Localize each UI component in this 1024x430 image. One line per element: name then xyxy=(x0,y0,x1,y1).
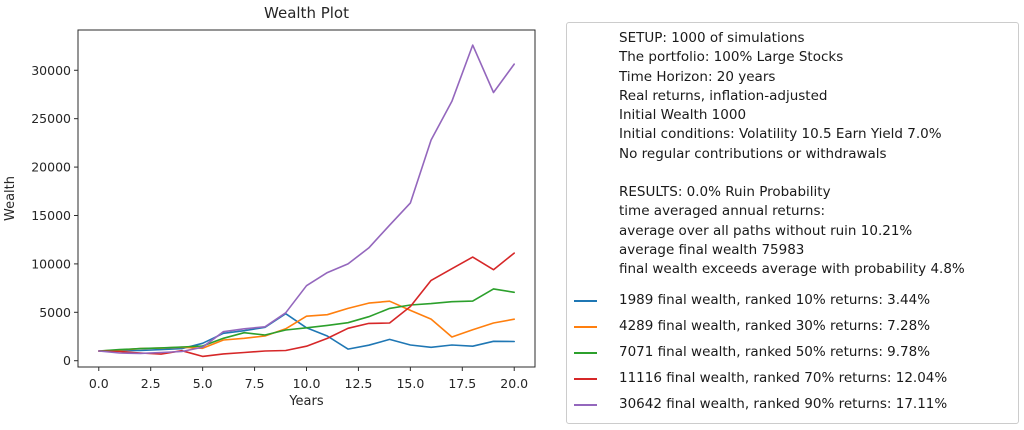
setup-line: The portfolio: 100% Large Stocks xyxy=(619,49,844,66)
chart-title: Wealth Plot xyxy=(264,4,349,22)
y-tick-label: 25000 xyxy=(31,111,71,126)
setup-line: Time Horizon: 20 years xyxy=(619,68,776,85)
results-text-block: RESULTS: 0.0% Ruin Probability time avera… xyxy=(619,183,1008,279)
results-line: RESULTS: 0.0% Ruin Probability xyxy=(619,184,831,201)
setup-line: Real returns, inflation-adjusted xyxy=(619,87,828,104)
setup-line: No regular contributions or withdrawals xyxy=(619,145,887,162)
legend-line-swatch xyxy=(574,377,597,380)
legend-line-swatch xyxy=(574,299,597,302)
results-line: final wealth exceeds average with probab… xyxy=(619,261,965,278)
x-tick-label: 20.0 xyxy=(500,376,528,391)
legend-entry-50: 7071 final wealth, ranked 50% returns: 9… xyxy=(574,340,1008,366)
setup-line: Initial conditions: Volatility 10.5 Earn… xyxy=(619,126,942,143)
y-tick-label: 15000 xyxy=(31,208,71,223)
legend-line-swatch xyxy=(574,351,597,354)
legend-entry-label: 7071 final wealth, ranked 50% returns: 9… xyxy=(619,343,931,360)
legend-entry-10: 1989 final wealth, ranked 10% returns: 3… xyxy=(574,288,1008,314)
legend-line-swatch xyxy=(574,403,597,406)
results-line: average over all paths without ruin 10.2… xyxy=(619,222,913,239)
legend-entry-label: 30642 final wealth, ranked 90% returns: … xyxy=(619,395,948,412)
setup-text-block: SETUP: 1000 of simulations The portfolio:… xyxy=(619,29,1008,164)
legend-entry-90: 30642 final wealth, ranked 90% returns: … xyxy=(574,392,1008,418)
y-tick-label: 30000 xyxy=(31,63,71,78)
series-line-90 xyxy=(98,44,516,355)
info-legend-panel: SETUP: 1000 of simulations The portfolio:… xyxy=(566,22,1019,424)
legend-entry-30: 4289 final wealth, ranked 30% returns: 7… xyxy=(574,314,1008,340)
series-line-50 xyxy=(98,288,516,352)
x-tick-label: 2.5 xyxy=(141,376,161,391)
y-tick-label: 20000 xyxy=(31,160,71,175)
legend-line-swatch xyxy=(574,325,597,328)
legend-entry-70: 11116 final wealth, ranked 70% returns: … xyxy=(574,366,1008,392)
results-line: average final wealth 75983 xyxy=(619,241,805,258)
x-tick-label: 17.5 xyxy=(448,376,476,391)
y-tick-label: 0 xyxy=(63,353,71,368)
x-tick-label: 0.0 xyxy=(89,376,109,391)
x-tick-label: 7.5 xyxy=(245,376,265,391)
setup-line: SETUP: 1000 of simulations xyxy=(619,30,805,46)
results-line: time averaged annual returns: xyxy=(619,203,826,220)
x-tick-label: 5.0 xyxy=(193,376,213,391)
legend-entry-label: 4289 final wealth, ranked 30% returns: 7… xyxy=(619,317,931,334)
wealth-plot-chart: 0 5000 10000 15000 20000 25000 30000 0.0 2.5 5.0 7… xyxy=(3,4,536,409)
y-tick-label: 5000 xyxy=(39,305,71,320)
setup-line: Initial Wealth 1000 xyxy=(619,107,747,124)
x-tick-label: 10.0 xyxy=(293,376,321,391)
legend-entry-label: 11116 final wealth, ranked 70% returns: … xyxy=(619,369,948,386)
x-axis-label: Years xyxy=(288,394,324,409)
legend-entry-label: 1989 final wealth, ranked 10% returns: 3… xyxy=(619,291,931,308)
series-line-70 xyxy=(98,252,516,358)
x-tick-label: 15.0 xyxy=(396,376,424,391)
legend-entries: 1989 final wealth, ranked 10% returns: 3… xyxy=(574,288,1008,418)
y-tick-label: 10000 xyxy=(31,256,71,271)
y-axis-label: Wealth xyxy=(3,176,18,221)
series-line-30 xyxy=(98,300,516,352)
x-tick-label: 12.5 xyxy=(345,376,373,391)
